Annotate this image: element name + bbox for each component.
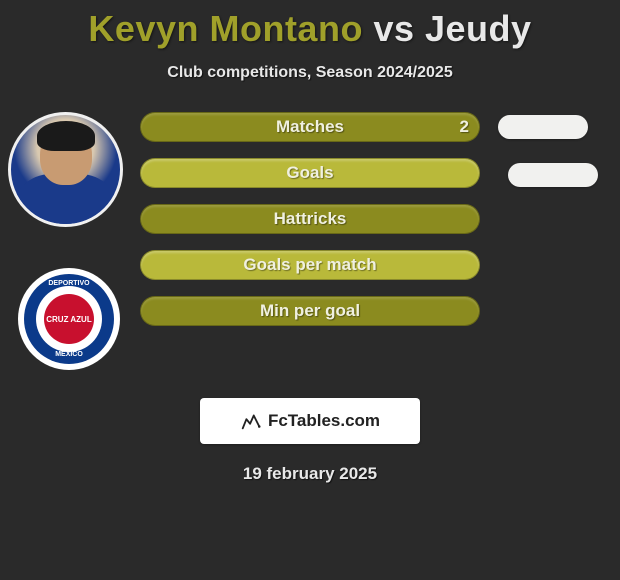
club-badge-center: CRUZ AZUL xyxy=(44,294,94,344)
stat-label: Min per goal xyxy=(260,301,360,321)
brand-text: FcTables.com xyxy=(268,411,380,431)
club-badge-top-text: DEPORTIVO xyxy=(48,280,89,287)
stat-row-goals: Goals xyxy=(140,158,480,188)
stat-value-left: 2 xyxy=(460,117,469,137)
stat-row-hattricks: Hattricks xyxy=(140,204,480,234)
player2-name: Jeudy xyxy=(425,8,532,49)
stat-label: Goals per match xyxy=(243,255,376,275)
stat-label: Goals xyxy=(286,163,333,183)
player2-pill-1 xyxy=(508,163,598,187)
brand-logo-icon xyxy=(240,410,262,432)
player1-name: Kevyn Montano xyxy=(88,8,363,49)
club-badge-bottom-text: MEXICO xyxy=(55,351,83,358)
brand-box[interactable]: FcTables.com xyxy=(200,398,420,444)
stat-bars: Matches 2 Goals Hattricks Goals per matc… xyxy=(140,112,480,342)
date-text: 19 february 2025 xyxy=(0,464,620,484)
stat-label: Hattricks xyxy=(274,209,347,229)
player1-avatar xyxy=(8,112,123,227)
vs-text: vs xyxy=(373,8,414,49)
comparison-content: CRUZ AZUL DEPORTIVO MEXICO Matches 2 Goa… xyxy=(0,112,620,372)
player1-club-badge: CRUZ AZUL DEPORTIVO MEXICO xyxy=(18,268,120,370)
stat-label: Matches xyxy=(276,117,344,137)
comparison-title: Kevyn Montano vs Jeudy xyxy=(0,0,620,50)
stat-row-gpm: Goals per match xyxy=(140,250,480,280)
stat-row-mpg: Min per goal xyxy=(140,296,480,326)
stat-row-matches: Matches 2 xyxy=(140,112,480,142)
player2-pill-0 xyxy=(498,115,588,139)
subtitle: Club competitions, Season 2024/2025 xyxy=(0,64,620,82)
